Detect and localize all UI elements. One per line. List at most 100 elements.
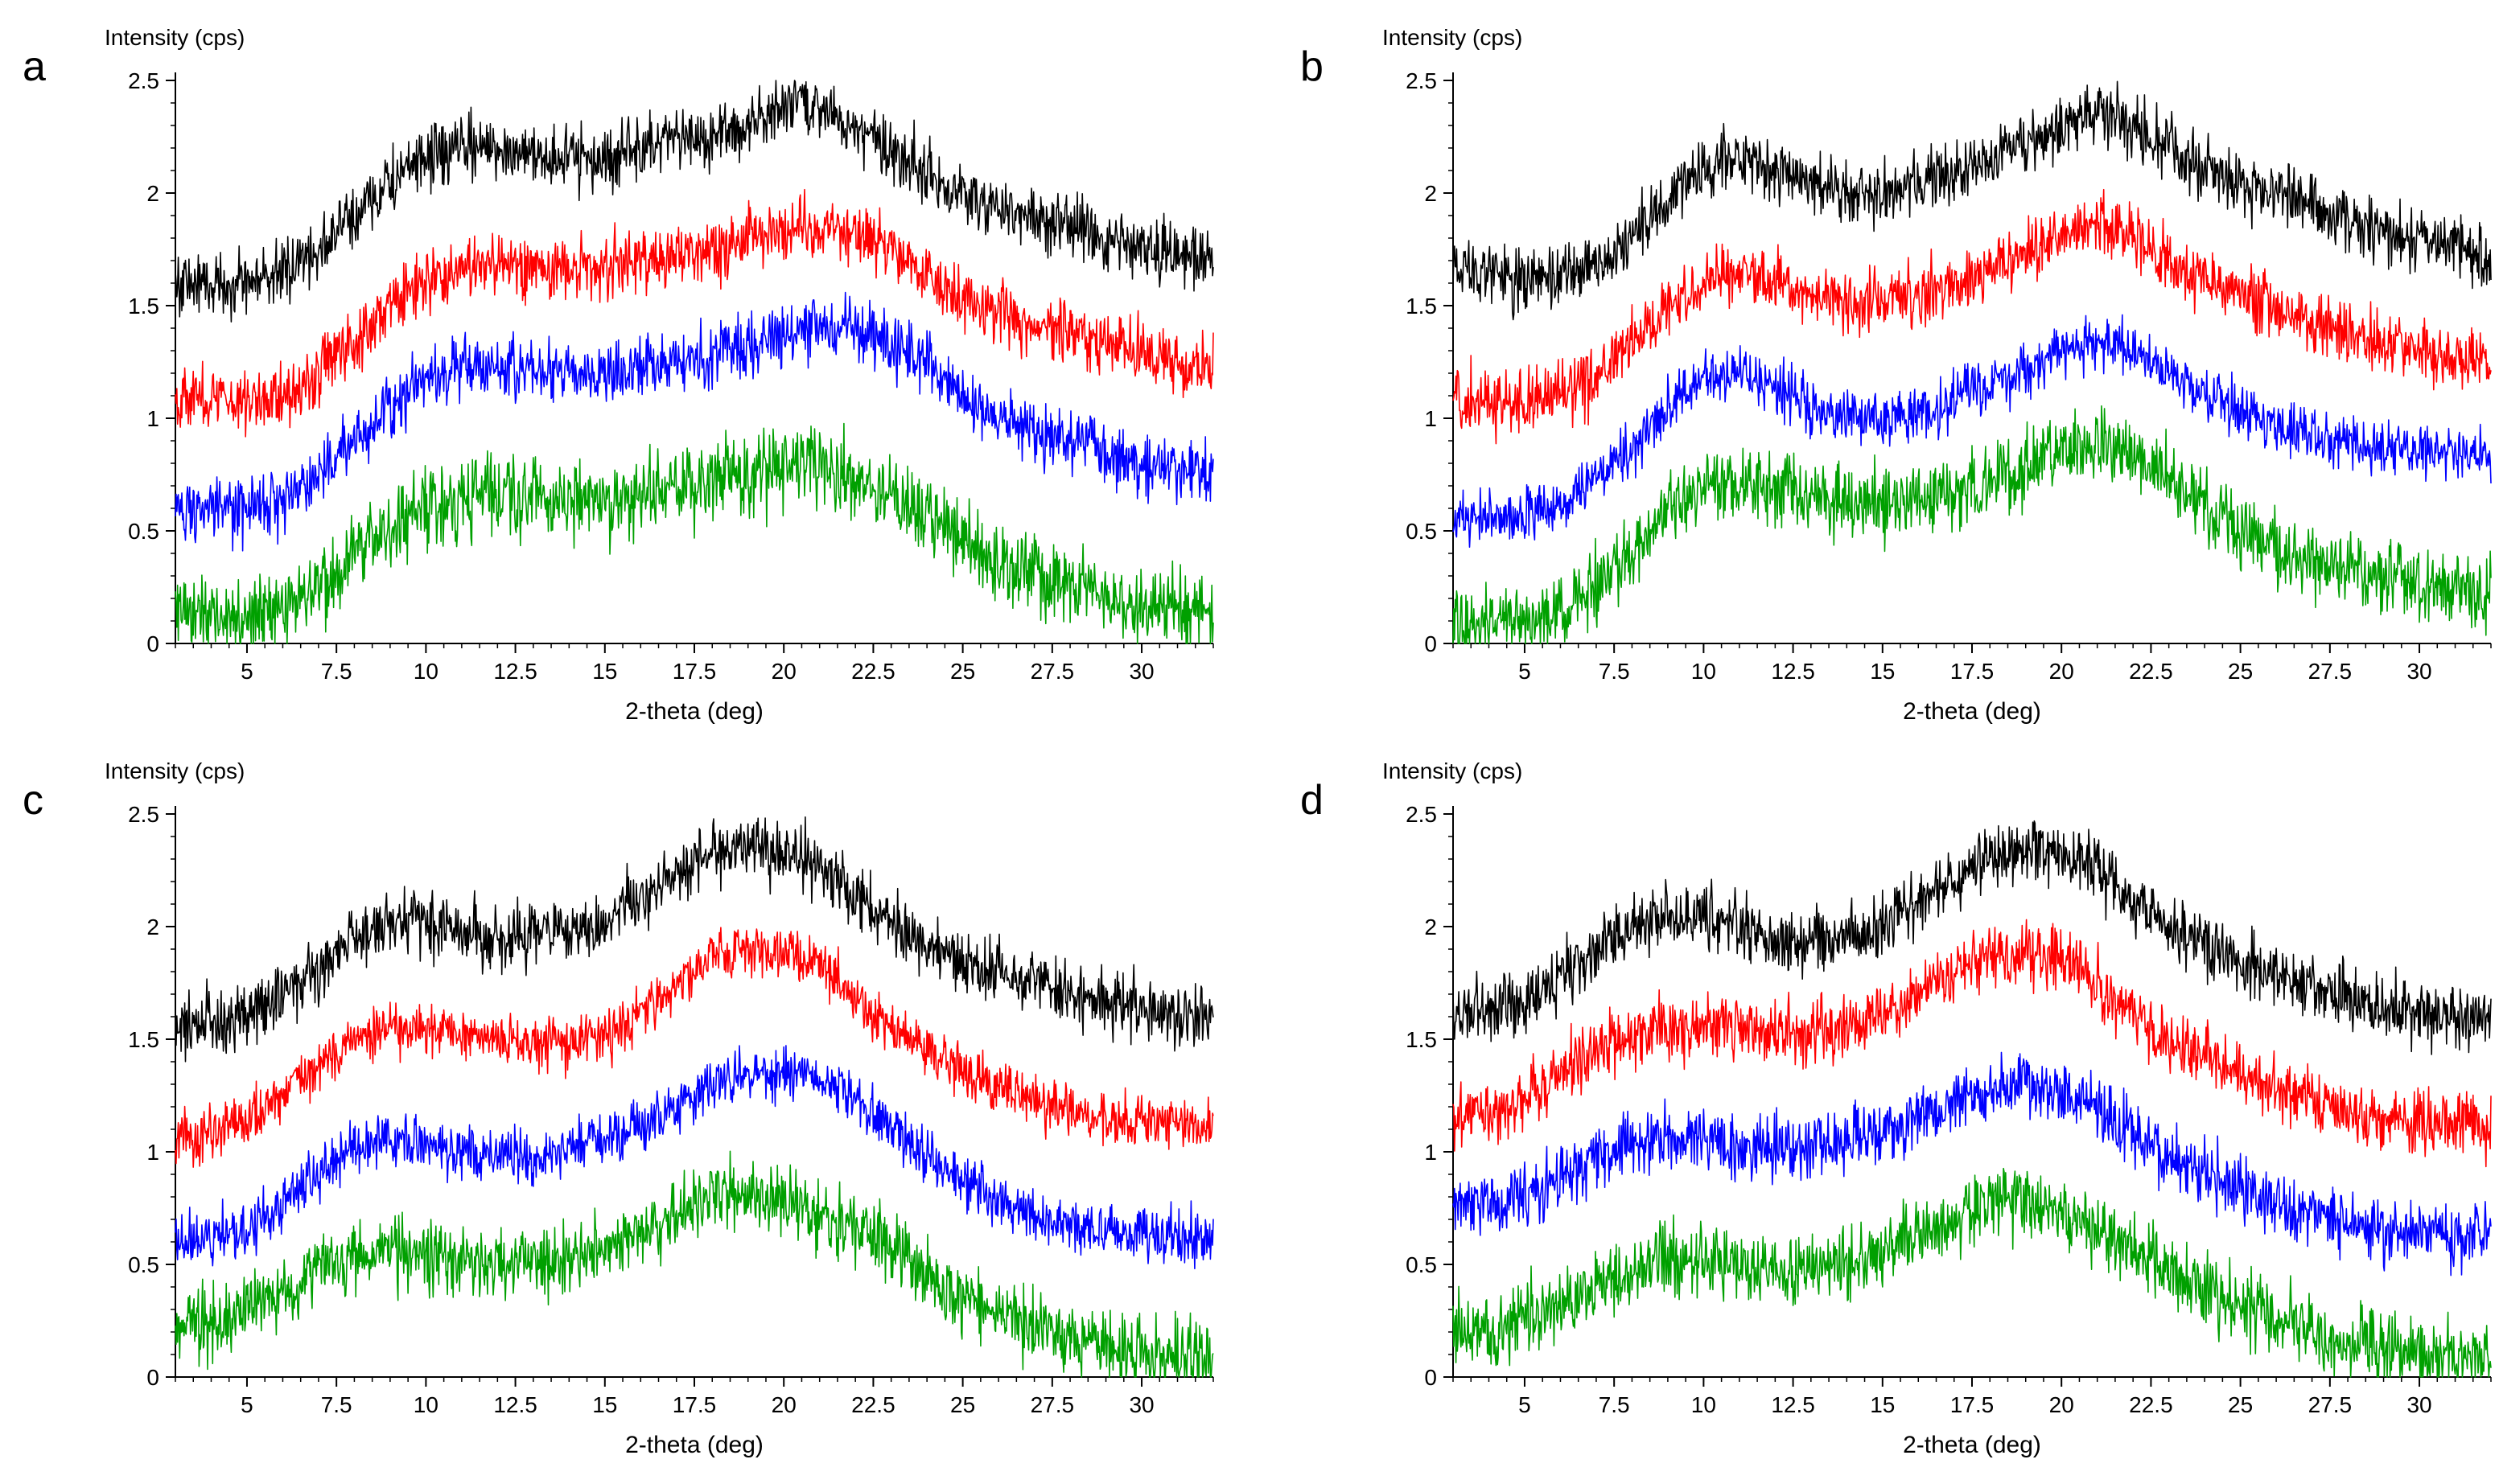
x-tick-label: 12.5 (1771, 659, 1815, 684)
series-line-1 (1452, 820, 2492, 1055)
series-line-3 (175, 291, 1214, 552)
x-tick-label: 7.5 (321, 1392, 352, 1417)
x-tick-label: 12.5 (493, 1392, 537, 1417)
panel-label: c (23, 777, 43, 824)
x-tick-label: 12.5 (493, 659, 537, 684)
series-line-4 (1452, 405, 2492, 644)
panel-label: b (1300, 43, 1324, 90)
series-line-4 (175, 1150, 1214, 1378)
y-axis-title: Intensity (cps) (105, 758, 245, 783)
y-tick-label: 2 (146, 181, 159, 206)
y-tick-label: 1.5 (1406, 294, 1437, 319)
x-tick-label: 10 (1691, 1392, 1716, 1417)
x-tick-label: 10 (414, 1392, 438, 1417)
y-axis-title: Intensity (cps) (1382, 25, 1522, 50)
x-tick-label: 25 (950, 1392, 975, 1417)
series-line-1 (1452, 80, 2492, 321)
x-tick-label: 15 (592, 1392, 617, 1417)
y-tick-label: 2.5 (1406, 802, 1437, 827)
y-axis-title: Intensity (cps) (105, 25, 245, 50)
panel-label: a (23, 43, 46, 90)
y-tick-label: 2.5 (128, 802, 159, 827)
y-tick-label: 2.5 (128, 68, 159, 93)
x-tick-label: 7.5 (1599, 1392, 1630, 1417)
y-tick-label: 2.5 (1406, 68, 1437, 93)
x-tick-label: 27.5 (2308, 659, 2353, 684)
y-tick-label: 0 (1424, 1365, 1437, 1390)
x-tick-label: 5 (241, 1392, 253, 1417)
x-tick-label: 25 (950, 659, 975, 684)
y-tick-label: 0.5 (1406, 1252, 1437, 1277)
series-line-4 (1452, 1167, 2492, 1378)
y-tick-label: 0.5 (1406, 519, 1437, 544)
y-tick-label: 1.5 (128, 1027, 159, 1052)
x-tick-label: 20 (772, 1392, 797, 1417)
series-line-1 (175, 816, 1214, 1063)
x-tick-label: 22.5 (2129, 1392, 2173, 1417)
y-tick-label: 2 (1424, 181, 1437, 206)
y-tick-label: 0 (146, 631, 159, 656)
y-tick-label: 1.5 (128, 294, 159, 319)
x-tick-label: 30 (2406, 1392, 2431, 1417)
x-tick-label: 27.5 (1031, 659, 1075, 684)
y-tick-label: 0.5 (128, 519, 159, 544)
x-tick-label: 22.5 (851, 659, 895, 684)
series-line-1 (175, 80, 1214, 323)
x-tick-label: 5 (1518, 1392, 1531, 1417)
x-tick-label: 5 (241, 659, 253, 684)
series-line-2 (175, 927, 1214, 1168)
y-tick-label: 1 (1424, 1140, 1437, 1165)
y-axis-title: Intensity (cps) (1382, 758, 1522, 783)
x-tick-label: 22.5 (2129, 659, 2173, 684)
y-tick-label: 2 (1424, 915, 1437, 939)
x-tick-label: 17.5 (1950, 659, 1995, 684)
x-tick-label: 7.5 (321, 659, 352, 684)
x-tick-label: 20 (2049, 659, 2074, 684)
x-tick-label: 20 (2049, 1392, 2074, 1417)
x-tick-label: 27.5 (2308, 1392, 2353, 1417)
x-tick-label: 30 (1129, 1392, 1154, 1417)
x-tick-label: 22.5 (851, 1392, 895, 1417)
x-tick-label: 17.5 (1950, 1392, 1995, 1417)
series-line-2 (1452, 188, 2492, 445)
x-tick-label: 17.5 (673, 1392, 717, 1417)
y-tick-label: 1 (1424, 406, 1437, 431)
x-tick-label: 15 (1870, 659, 1895, 684)
series-line-3 (175, 1045, 1214, 1269)
x-axis-title: 2-theta (deg) (625, 698, 764, 725)
x-tick-label: 30 (2406, 659, 2431, 684)
y-tick-label: 1.5 (1406, 1027, 1437, 1052)
x-tick-label: 10 (1691, 659, 1716, 684)
y-tick-label: 1 (146, 1140, 159, 1165)
x-tick-label: 7.5 (1599, 659, 1630, 684)
x-axis-title: 2-theta (deg) (625, 1432, 764, 1458)
series-line-3 (1452, 314, 2492, 548)
x-tick-label: 15 (1870, 1392, 1895, 1417)
x-tick-label: 20 (772, 659, 797, 684)
x-tick-label: 27.5 (1031, 1392, 1075, 1417)
x-tick-label: 12.5 (1771, 1392, 1815, 1417)
x-tick-label: 25 (2228, 659, 2253, 684)
y-tick-label: 0 (1424, 631, 1437, 656)
x-tick-label: 10 (414, 659, 438, 684)
x-axis-title: 2-theta (deg) (1903, 1432, 2041, 1458)
y-tick-label: 0.5 (128, 1252, 159, 1277)
x-tick-label: 5 (1518, 659, 1531, 684)
y-tick-label: 0 (146, 1365, 159, 1390)
x-axis-title: 2-theta (deg) (1903, 698, 2041, 725)
x-tick-label: 30 (1129, 659, 1154, 684)
series-line-3 (1452, 1051, 2492, 1276)
x-tick-label: 25 (2228, 1392, 2253, 1417)
x-tick-label: 17.5 (673, 659, 717, 684)
y-tick-label: 1 (146, 406, 159, 431)
series-line-4 (175, 422, 1214, 644)
series-line-2 (1452, 919, 2492, 1168)
panel-label: d (1300, 777, 1324, 824)
y-tick-label: 2 (146, 915, 159, 939)
series-line-2 (175, 188, 1214, 438)
